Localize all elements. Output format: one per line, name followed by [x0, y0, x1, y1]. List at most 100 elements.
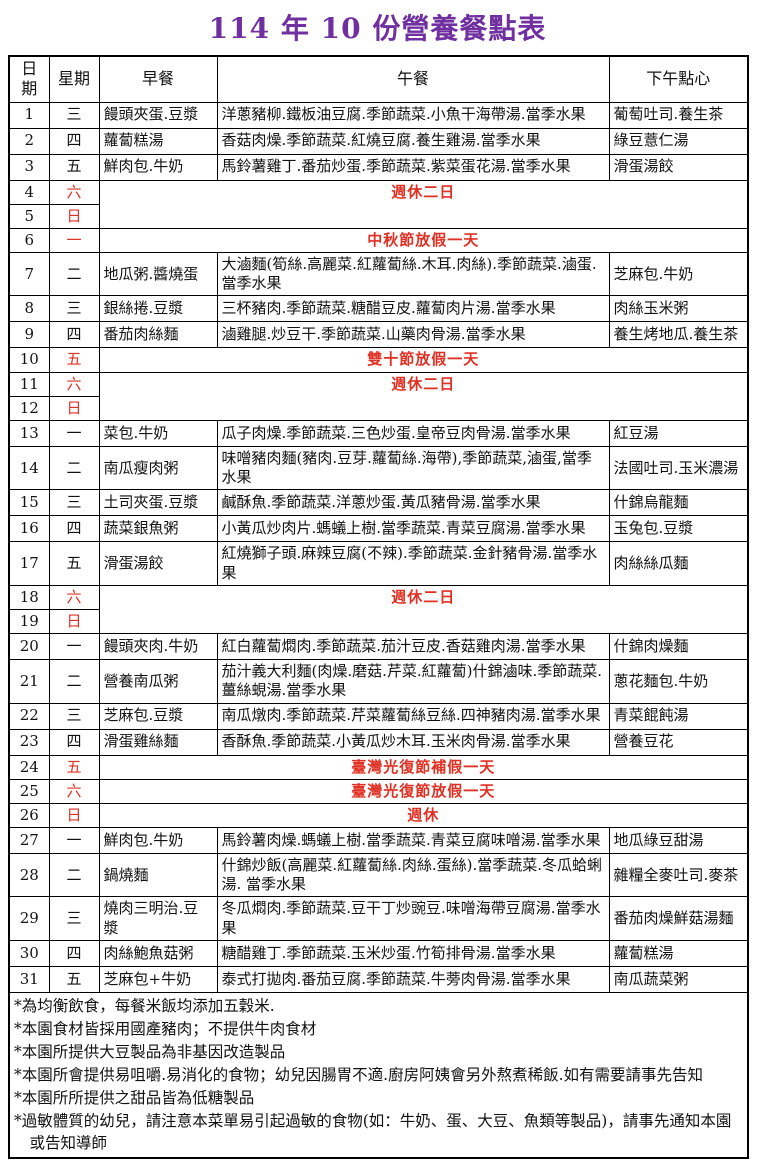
menu-row-17: 17 五滑蛋湯餃 紅燒獅子頭.麻辣豆腐(不辣).季節蔬菜.金針豬骨湯.當季水果 肉絲絲…	[8, 541, 749, 586]
footnotes-cell: *為均衡飲食，每餐米飯均添加五穀米. *本園食材皆採用國產豬肉；不提供牛肉食材 …	[8, 991, 749, 1159]
menu-row-4: 4 六週休二日	[8, 179, 749, 229]
menu-row-2: 2 四蘿蔔糕湯 香菇肉燥.季節蔬菜.紅燒豆腐.養生雞湯.當季水果 綠豆薏仁湯	[8, 127, 749, 155]
menu-row-16: 16 四蔬菜銀魚粥 小黃瓜炒肉片.螞蟻上樹.當季蔬菜.青菜豆腐湯.當季水果 玉兔包.豆…	[8, 515, 749, 543]
menu-table-header: 日期 星期 早餐 午餐 下午點心	[8, 55, 749, 103]
weekday-value: 三	[48, 702, 100, 730]
lunch-value: 茄汁義大利麵(肉燥.磨菇.芹菜.紅蘿蔔)什錦滷味.季節蔬菜.薑絲蜆湯.當季水果	[216, 659, 610, 704]
date-value: 27	[8, 827, 50, 855]
column-header-snack: 下午點心	[608, 55, 749, 103]
date-value: 5	[8, 203, 50, 229]
lunch-value: 三杯豬肉.季節蔬菜.糖醋豆皮.蘿蔔肉片湯.當季水果	[216, 295, 610, 323]
menu-row-10: 10 五雙十節放假一天	[8, 347, 749, 373]
snack-value: 法國吐司.玉米濃湯	[608, 446, 749, 491]
lunch-value: 什錦炒飯(高麗菜.紅蘿蔔絲.肉絲.蛋絲).當季蔬菜.冬瓜蛤蜊湯. 當季水果	[216, 853, 610, 898]
lunch-value: 大滷麵(筍絲.高麗菜.紅蘿蔔絲.木耳.肉絲).季節蔬菜.滷蛋.當季水果	[216, 252, 610, 297]
menu-table-body: 1 三饅頭夾蛋.豆漿 洋蔥豬柳.鐵板油豆腐.季節蔬菜.小魚干海帶湯.當季水果 葡萄吐司…	[8, 101, 749, 993]
lunch-value: 滷雞腿.炒豆干.季節蔬菜.山藥肉骨湯.當季水果	[216, 321, 610, 349]
weekday-value: 二	[48, 659, 100, 704]
date-value: 10	[8, 347, 50, 373]
weekday-value: 一	[48, 827, 100, 855]
column-header-weekday: 星期	[48, 55, 100, 103]
weekday-value: 三	[48, 295, 100, 323]
menu-row-27: 27 一鮮肉包.牛奶 馬鈴薯肉燥.螞蟻上樹.當季蔬菜.青菜豆腐味噌湯.當季水果 地瓜綠…	[8, 827, 749, 855]
holiday-label: 臺灣光復節放假一天	[98, 778, 749, 804]
holiday-label: 臺灣光復節補假一天	[98, 754, 749, 780]
weekday-value: 四	[48, 728, 100, 756]
breakfast-value: 芝麻包.豆漿	[98, 702, 218, 730]
menu-row-3: 3 五鮮肉包.牛奶 馬鈴薯雞丁.番茄炒蛋.季節蔬菜.紫菜蛋花湯.當季水果 滑蛋湯餃	[8, 153, 749, 181]
holiday-label: 週休二日	[98, 584, 749, 635]
breakfast-value: 蘿蔔糕湯	[98, 127, 218, 155]
lunch-value: 南瓜燉肉.季節蔬菜.芹菜蘿蔔絲豆絲.四神豬肉湯.當季水果	[216, 702, 610, 730]
weekday-value: 六	[48, 778, 100, 804]
date-value: 30	[8, 939, 50, 967]
date-value: 24	[8, 754, 50, 780]
footnote-easy-digest: *本園所會提供易咀嚼.易消化的食物；幼兒因腸胃不適.廚房阿姨會另外熬煮稀飯.如有…	[14, 1065, 704, 1084]
weekday-value: 四	[48, 515, 100, 543]
date-value: 11	[8, 371, 50, 397]
footnote-balanced-diet: *為均衡飲食，每餐米飯均添加五穀米.	[14, 996, 275, 1015]
snack-value: 蔥花麵包.牛奶	[608, 659, 749, 704]
page-title: 114 年 10 份營養餐點表	[208, 12, 547, 45]
weekday-value: 六	[48, 371, 100, 397]
date-value: 28	[8, 853, 50, 898]
menu-row-21: 21 二營養南瓜粥 茄汁義大利麵(肉燥.磨菇.芹菜.紅蘿蔔)什錦滷味.季節蔬菜.薑絲…	[8, 659, 749, 704]
menu-row-30: 30 四肉絲鮑魚菇粥 糖醋雞丁.季節蔬菜.玉米炒蛋.竹筍排骨湯.當季水果 蘿蔔糕湯	[8, 939, 749, 967]
footnote-domestic-pork: *本園食材皆採用國產豬肉；不提供牛肉食材	[14, 1019, 317, 1038]
holiday-label: 週休二日	[98, 371, 749, 422]
breakfast-value: 南瓜瘦肉粥	[98, 446, 218, 491]
weekday-value: 日	[48, 608, 100, 635]
date-value: 21	[8, 659, 50, 704]
snack-value: 養生烤地瓜.養生茶	[608, 321, 749, 349]
breakfast-value: 鮮肉包.牛奶	[98, 153, 218, 181]
date-value: 4	[8, 179, 50, 205]
footnote-allergy-notice: *過敏體質的幼兒，請注意本菜單易引起過敏的食物(如：牛奶、蛋、大豆、魚類等製品)…	[14, 1111, 732, 1153]
snack-value: 青菜餛飩湯	[608, 702, 749, 730]
menu-row-23: 23 四滑蛋雞絲麵 香酥魚.季節蔬菜.小黃瓜炒木耳.玉米肉骨湯.當季水果 營養豆花	[8, 728, 749, 756]
breakfast-value: 營養南瓜粥	[98, 659, 218, 704]
weekday-value: 一	[48, 633, 100, 661]
weekday-value: 五	[48, 347, 100, 373]
lunch-value: 小黃瓜炒肉片.螞蟻上樹.當季蔬菜.青菜豆腐湯.當季水果	[216, 515, 610, 543]
menu-row-19: 19 日	[8, 608, 748, 635]
lunch-value: 鹹酥魚.季節蔬菜.洋蔥炒蛋.黃瓜豬骨湯.當季水果	[216, 489, 610, 517]
lunch-value: 洋蔥豬柳.鐵板油豆腐.季節蔬菜.小魚干海帶湯.當季水果	[216, 101, 610, 129]
weekday-value: 三	[48, 101, 100, 129]
breakfast-value: 番茄肉絲麵	[98, 321, 218, 349]
snack-value: 紅豆湯	[608, 420, 749, 448]
menu-row-12: 12 日	[8, 395, 748, 422]
weekday-value: 日	[48, 395, 100, 422]
footnotes-section: *為均衡飲食，每餐米飯均添加五穀米. *本園食材皆採用國產豬肉；不提供牛肉食材 …	[8, 991, 749, 1159]
footnote-low-sugar: *本園所所提供之甜品皆為低糖製品	[14, 1088, 255, 1107]
date-value: 7	[8, 252, 50, 297]
weekday-value: 三	[48, 489, 100, 517]
menu-row-24: 24 五臺灣光復節補假一天	[8, 754, 749, 780]
lunch-value: 馬鈴薯肉燥.螞蟻上樹.當季蔬菜.青菜豆腐味噌湯.當季水果	[216, 827, 610, 855]
weekday-value: 日	[48, 203, 100, 229]
weekday-value: 四	[48, 939, 100, 967]
weekday-value: 三	[48, 896, 100, 941]
snack-value: 芝麻包.牛奶	[608, 252, 749, 297]
menu-row-31: 31 五芝麻包+牛奶 泰式打拋肉.番茄豆腐.季節蔬菜.牛蒡肉骨湯.當季水果 南瓜蔬菜粥	[8, 965, 749, 993]
breakfast-value: 芝麻包+牛奶	[98, 965, 218, 993]
menu-row-26: 26 日週休	[8, 802, 749, 829]
lunch-value: 糖醋雞丁.季節蔬菜.玉米炒蛋.竹筍排骨湯.當季水果	[216, 939, 610, 967]
column-header-breakfast: 早餐	[98, 55, 218, 103]
holiday-label: 週休	[98, 802, 749, 829]
snack-value: 蘿蔔糕湯	[608, 939, 749, 967]
footnote-non-gmo-soy: *本園所提供大豆製品為非基因改造製品	[14, 1042, 286, 1061]
snack-value: 營養豆花	[608, 728, 749, 756]
menu-row-15: 15 三土司夾蛋.豆漿 鹹酥魚.季節蔬菜.洋蔥炒蛋.黃瓜豬骨湯.當季水果 什錦烏龍麵	[8, 489, 749, 517]
breakfast-value: 鮮肉包.牛奶	[98, 827, 218, 855]
menu-row-25: 25 六臺灣光復節放假一天	[8, 778, 749, 804]
menu-row-11: 11 六週休二日	[8, 371, 749, 422]
snack-value: 地瓜綠豆甜湯	[608, 827, 749, 855]
weekday-value: 一	[48, 420, 100, 448]
breakfast-value: 滑蛋雞絲麵	[98, 728, 218, 756]
snack-value: 什錦肉燥麵	[608, 633, 749, 661]
breakfast-value: 肉絲鮑魚菇粥	[98, 939, 218, 967]
menu-row-8: 8 三銀絲捲.豆漿 三杯豬肉.季節蔬菜.糖醋豆皮.蘿蔔肉片湯.當季水果 肉絲玉米粥	[8, 295, 749, 323]
date-value: 14	[8, 446, 50, 491]
breakfast-value: 鍋燒麵	[98, 853, 218, 898]
breakfast-value: 滑蛋湯餃	[98, 541, 218, 586]
